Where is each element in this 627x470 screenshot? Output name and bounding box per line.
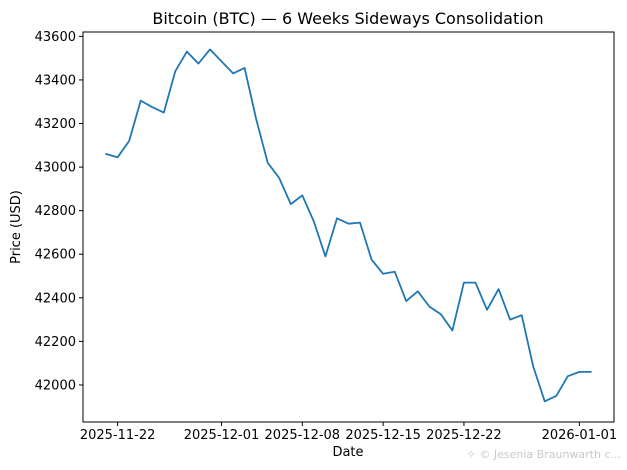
watermark-icon: ✧ [466, 448, 480, 461]
x-axis-label: Date [332, 445, 363, 460]
x-tick-label: 2025-12-15 [345, 428, 421, 443]
x-tick-label: 2025-11-22 [80, 428, 156, 443]
y-tick-label: 42200 [35, 335, 76, 350]
x-tick-label: 2025-12-22 [426, 428, 502, 443]
y-axis-label: Price (USD) [9, 190, 24, 264]
x-tick-label: 2025-12-08 [265, 428, 341, 443]
x-tick-label: 2026-01-01 [542, 428, 618, 443]
series-line [105, 48, 592, 403]
plot-area [105, 48, 592, 403]
x-axis-ticks: 2025-11-22 2025-12-01 2025-12-08 2025-12-15… [80, 422, 617, 443]
y-tick-label: 42800 [35, 204, 76, 219]
y-tick-label: 42600 [35, 248, 76, 263]
chart-title: Bitcoin (BTC) — 6 Weeks Sideways Consoli… [152, 9, 543, 28]
watermark: ✧ © Jesenia Braunwarth c... [467, 448, 621, 461]
y-tick-label: 42000 [35, 378, 76, 393]
y-tick-label: 42400 [35, 291, 76, 306]
y-tick-label: 43200 [35, 117, 76, 132]
watermark-text: © Jesenia Braunwarth c... [479, 448, 621, 461]
y-tick-label: 43600 [35, 30, 76, 45]
x-tick-label: 2025-12-01 [184, 428, 260, 443]
plot-frame [82, 31, 615, 423]
y-tick-label: 43000 [35, 161, 76, 176]
y-tick-label: 43400 [35, 73, 76, 88]
y-axis-ticks: 42000 42200 42400 42600 42800 43000 43200 43400… [35, 30, 83, 393]
